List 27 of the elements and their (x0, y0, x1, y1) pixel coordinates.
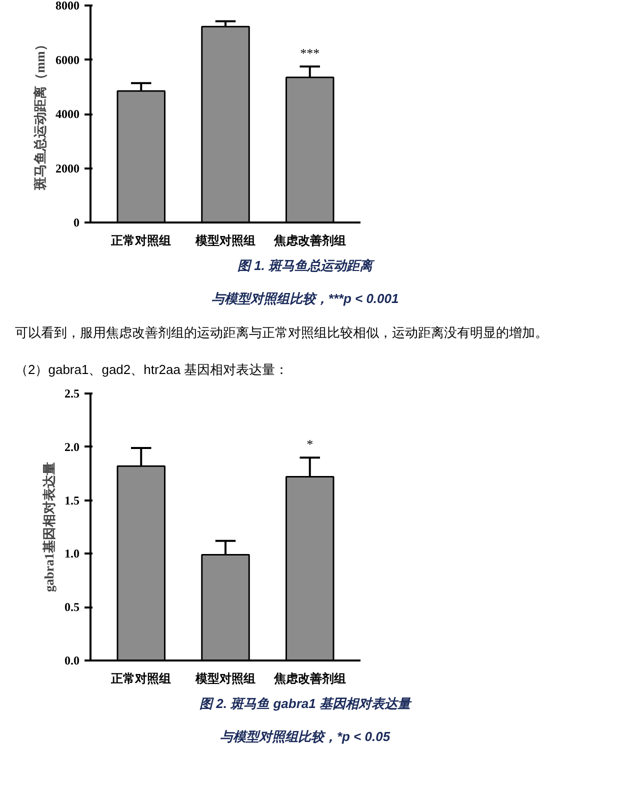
y-tick-label: 0.5 (64, 600, 80, 614)
x-tick-label: 模型对照组 (194, 234, 256, 248)
y-tick-label: 2.5 (64, 386, 80, 401)
y-tick-label: 0.0 (64, 654, 80, 668)
annotation: * (306, 436, 314, 452)
x-tick-label: 焦虑改善剂组 (272, 672, 346, 686)
x-tick-label: 正常对照组 (110, 234, 172, 248)
y-tick-label: 1.0 (64, 546, 80, 561)
y-tick-label: 2000 (56, 161, 80, 176)
x-tick-label: 模型对照组 (194, 672, 256, 686)
y-axis-title: gabra1基因相对表达量 (42, 462, 56, 592)
y-tick-label: 1.5 (64, 494, 80, 508)
y-tick-label: 6000 (56, 52, 80, 67)
text: 与模型对照组比较，*p < 0.05 (218, 728, 392, 746)
y-tick-label: 2.0 (64, 440, 80, 454)
text: 可以看到，服用焦虑改善剂组的运动距离与正常对照组比较相似，运动距离没有明显的增加。 (15, 324, 549, 342)
caption: 图 2. 斑马鱼 gabra1 基因相对表达量 (198, 695, 413, 714)
x-tick-label: 正常对照组 (110, 672, 172, 686)
x-tick-label: 焦虑改善剂组 (272, 234, 346, 248)
annotation: *** (300, 46, 320, 61)
text: （2）gabra1、gad2、htr2aa 基因相对表达量： (15, 360, 290, 379)
caption: 图 1. 斑马鱼总运动距离 (236, 257, 376, 275)
y-axis-title: 斑马鱼总运动距离（mm） (32, 38, 48, 191)
y-tick-label: 8000 (56, 0, 80, 12)
y-tick-label: 4000 (56, 107, 80, 121)
y-tick-label: 0 (74, 216, 80, 230)
text: 与模型对照组比较，***p < 0.001 (210, 290, 400, 308)
